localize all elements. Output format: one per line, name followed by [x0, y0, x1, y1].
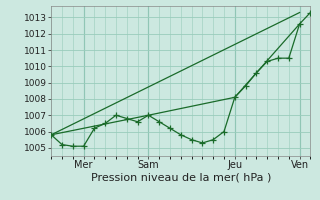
- X-axis label: Pression niveau de la mer( hPa ): Pression niveau de la mer( hPa ): [91, 173, 271, 183]
